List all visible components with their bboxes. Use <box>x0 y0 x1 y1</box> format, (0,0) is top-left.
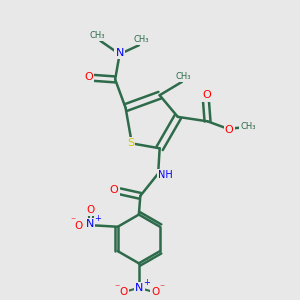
Text: N: N <box>116 48 124 58</box>
Text: O: O <box>119 287 128 297</box>
Text: O: O <box>225 125 234 135</box>
Text: O: O <box>202 91 211 100</box>
Text: CH₃: CH₃ <box>176 72 191 81</box>
Text: +: + <box>94 214 101 223</box>
Text: O: O <box>151 287 159 297</box>
Text: NH: NH <box>158 170 173 180</box>
Text: ⁻: ⁻ <box>114 283 119 293</box>
Text: ⁻: ⁻ <box>160 283 165 293</box>
Text: CH₃: CH₃ <box>240 122 256 131</box>
Text: N: N <box>135 283 144 293</box>
Text: +: + <box>143 278 150 287</box>
Text: O: O <box>85 72 93 82</box>
Text: N: N <box>86 219 94 229</box>
Text: CH₃: CH₃ <box>90 31 105 40</box>
Text: O: O <box>74 221 82 231</box>
Text: O: O <box>110 185 118 195</box>
Text: S: S <box>127 138 134 148</box>
Text: O: O <box>87 206 95 215</box>
Text: CH₃: CH₃ <box>134 35 149 44</box>
Text: ⁻: ⁻ <box>70 217 75 227</box>
